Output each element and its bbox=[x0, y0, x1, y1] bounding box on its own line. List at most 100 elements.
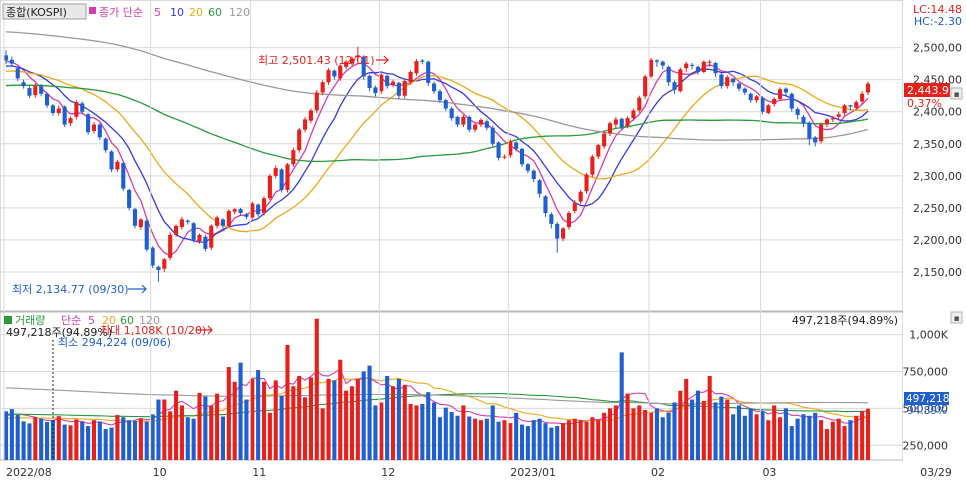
candle-body bbox=[783, 88, 788, 93]
candle-body bbox=[637, 97, 642, 111]
candle-body bbox=[484, 121, 489, 128]
candle-body bbox=[766, 105, 771, 114]
price-tick-label: 2,350,00 bbox=[913, 138, 962, 151]
legend-vol-ma5[interactable]: 5 bbox=[88, 314, 95, 327]
candle-body bbox=[162, 259, 167, 269]
volume-bar bbox=[179, 405, 184, 460]
candle-body bbox=[15, 68, 20, 79]
candle-body bbox=[772, 98, 777, 105]
candle-body bbox=[373, 87, 378, 94]
candle-body bbox=[813, 137, 818, 143]
volume-bar bbox=[537, 418, 542, 460]
volume-tag-pct: 94.89% bbox=[907, 405, 947, 417]
legend-ma120[interactable]: 120 bbox=[229, 6, 250, 19]
candle-body bbox=[719, 74, 724, 87]
volume-bar bbox=[607, 408, 613, 460]
volume-moving-averages bbox=[5, 368, 869, 426]
candle-body bbox=[396, 82, 401, 96]
candle-body bbox=[607, 123, 613, 134]
candle-body bbox=[420, 60, 425, 62]
legend-volume-label[interactable]: 거래량 bbox=[15, 314, 45, 327]
price-moving-averages bbox=[5, 31, 869, 257]
volume-bar bbox=[320, 408, 325, 460]
candle-body bbox=[303, 119, 308, 130]
volume-bar bbox=[684, 378, 689, 460]
volume-bar bbox=[332, 380, 337, 460]
candle-body bbox=[390, 81, 396, 85]
candle-body bbox=[824, 119, 830, 125]
volume-bar bbox=[162, 399, 167, 460]
candle-body bbox=[361, 56, 366, 77]
price-tag bbox=[904, 83, 950, 97]
volume-bar bbox=[813, 412, 818, 460]
legend-ma60[interactable]: 60 bbox=[208, 6, 222, 19]
candle-body bbox=[854, 102, 859, 108]
legend-vol-ma120[interactable]: 120 bbox=[139, 314, 160, 327]
candle-body bbox=[367, 75, 372, 89]
volume-bar bbox=[355, 378, 360, 460]
legend-ma10[interactable]: 10 bbox=[170, 6, 184, 19]
volume-bar bbox=[801, 414, 806, 460]
candle-body bbox=[801, 116, 806, 124]
volume-bar bbox=[572, 418, 577, 460]
volume-bar bbox=[777, 417, 783, 460]
volume-min-annotation: 최소 294,224 (09/06) bbox=[58, 336, 171, 349]
legend-vol-ma60[interactable]: 60 bbox=[120, 314, 134, 327]
candle-body bbox=[121, 163, 126, 189]
volume-bar bbox=[185, 417, 190, 460]
legend-ma5[interactable]: 5 bbox=[154, 6, 161, 19]
volume-bar bbox=[349, 386, 355, 460]
volume-bar bbox=[449, 412, 454, 460]
volume-tick-label: 1,000K bbox=[909, 329, 948, 342]
candle-body bbox=[432, 83, 437, 92]
candle-body bbox=[467, 116, 472, 130]
candle-body bbox=[654, 60, 659, 62]
volume-bar bbox=[138, 418, 143, 460]
volume-bar bbox=[660, 417, 665, 460]
volume-bar bbox=[561, 423, 566, 460]
candle-body bbox=[326, 70, 331, 83]
candle-body bbox=[678, 69, 683, 92]
candle-body bbox=[150, 247, 155, 266]
candle-body bbox=[625, 118, 630, 126]
volume-bar bbox=[9, 409, 14, 460]
volume-bar bbox=[91, 420, 97, 460]
candle-body bbox=[156, 266, 161, 271]
expand-price-button[interactable] bbox=[950, 87, 963, 100]
volume-bar bbox=[56, 416, 61, 460]
candle-body bbox=[836, 114, 841, 117]
candle-body bbox=[179, 219, 184, 228]
candle-body bbox=[297, 129, 302, 151]
volume-axis-ticks: 1,000K 750,000 500,000 250,000 bbox=[903, 329, 949, 453]
volume-bar bbox=[379, 402, 384, 460]
expand-volume-button[interactable] bbox=[950, 311, 963, 324]
expand-price-icon: ▪ bbox=[953, 90, 959, 100]
volume-bar bbox=[86, 426, 91, 460]
candle-body bbox=[760, 97, 765, 112]
legend-index-box[interactable] bbox=[2, 3, 87, 20]
legend-index-label[interactable]: 종합(KOSPI) bbox=[6, 6, 67, 19]
candle-body bbox=[848, 105, 853, 107]
candle-body bbox=[648, 59, 654, 77]
candle-body bbox=[531, 170, 536, 180]
volume-tag bbox=[904, 392, 949, 405]
volume-bar bbox=[654, 408, 659, 460]
volume-bar bbox=[613, 405, 618, 460]
candles bbox=[3, 46, 871, 282]
candle-body bbox=[584, 174, 589, 192]
legend-ma20[interactable]: 20 bbox=[189, 6, 203, 19]
volume-bar bbox=[807, 415, 812, 460]
candle-body bbox=[132, 209, 138, 226]
legend-vol-ma20[interactable]: 20 bbox=[102, 314, 116, 327]
volume-bar bbox=[830, 421, 835, 460]
candle-body bbox=[273, 168, 278, 176]
volume-bar bbox=[103, 429, 108, 460]
candle-body bbox=[777, 89, 783, 99]
volume-bar bbox=[566, 420, 571, 460]
candle-body bbox=[203, 236, 208, 249]
volume-bar bbox=[484, 418, 489, 460]
volume-tag-value: 497,218 bbox=[906, 393, 949, 405]
volume-bar bbox=[291, 386, 296, 460]
